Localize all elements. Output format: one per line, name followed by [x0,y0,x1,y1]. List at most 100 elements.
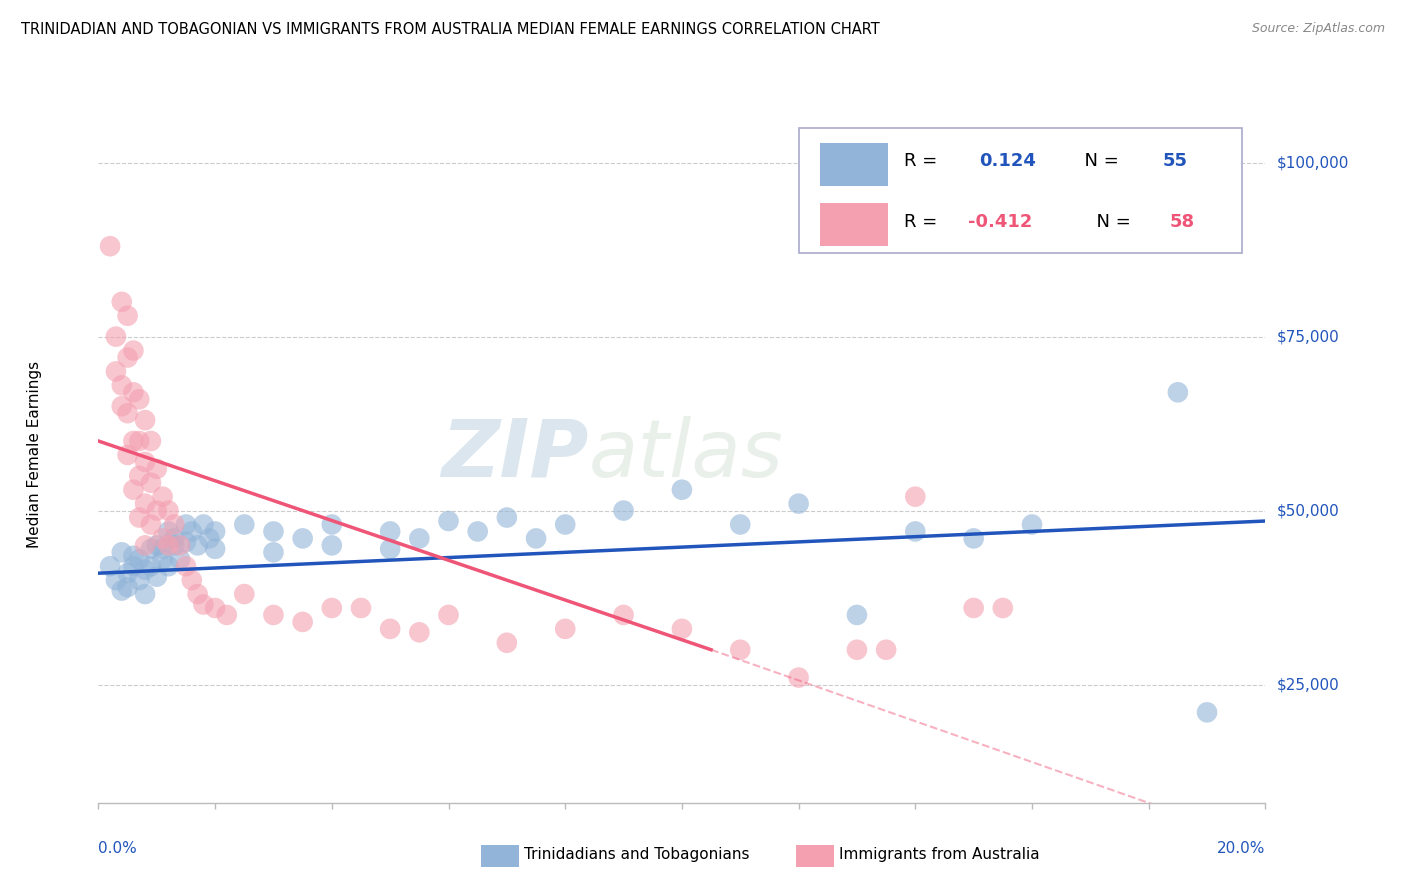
Point [122,483,145,497]
Point [134,563,156,577]
Point [152,490,174,504]
Point [122,559,145,574]
Point [845,607,868,622]
Point [174,534,197,549]
Point [139,517,162,532]
Point [146,503,169,517]
Text: atlas: atlas [589,416,783,494]
Point [408,625,430,640]
Point [111,378,134,392]
Point [98,559,121,574]
Point [612,607,634,622]
Point [128,510,150,524]
Point [321,538,343,552]
Point [128,468,150,483]
Point [117,580,139,594]
Point [111,583,134,598]
Point [193,517,215,532]
Point [134,538,156,552]
Point [671,622,693,636]
Point [174,517,197,532]
Text: R =: R = [904,153,942,170]
FancyBboxPatch shape [820,143,889,186]
Point [321,517,343,532]
Point [215,607,238,622]
Text: ZIP: ZIP [441,416,589,494]
Point [117,448,139,462]
Point [1021,517,1043,532]
Point [437,607,460,622]
Point [187,587,209,601]
Point [157,538,180,552]
Point [152,552,174,566]
Point [157,559,180,574]
Text: -0.412: -0.412 [967,213,1032,231]
Text: Median Female Earnings: Median Female Earnings [27,361,42,549]
Point [378,541,402,556]
Point [180,524,202,539]
Text: Immigrants from Australia: Immigrants from Australia [839,847,1040,863]
Point [128,434,150,448]
Point [157,524,180,539]
Point [146,538,169,552]
Point [117,309,139,323]
Point [104,364,127,378]
Point [157,503,180,517]
Text: Source: ZipAtlas.com: Source: ZipAtlas.com [1251,22,1385,36]
Text: 0.0%: 0.0% [98,841,138,856]
Text: N =: N = [1073,153,1125,170]
Point [104,329,127,343]
Point [128,552,150,566]
Point [1167,385,1189,400]
Point [262,524,284,539]
Point [117,351,139,365]
Point [163,517,186,532]
Point [98,239,121,253]
Text: 0.124: 0.124 [980,153,1036,170]
Point [134,455,156,469]
Point [174,559,197,574]
Point [437,514,460,528]
Point [146,462,169,476]
Text: TRINIDADIAN AND TOBAGONIAN VS IMMIGRANTS FROM AUSTRALIA MEDIAN FEMALE EARNINGS C: TRINIDADIAN AND TOBAGONIAN VS IMMIGRANTS… [21,22,880,37]
Point [204,524,226,539]
Point [152,541,174,556]
FancyBboxPatch shape [820,203,889,246]
Point [495,510,517,524]
Point [350,601,373,615]
Point [128,573,150,587]
Point [291,615,314,629]
Point [139,475,162,490]
Text: $25,000: $25,000 [1277,677,1340,692]
Point [117,566,139,581]
Text: N =: N = [1084,213,1136,231]
Point [204,601,226,615]
Point [122,343,145,358]
Point [262,545,284,559]
Point [875,642,897,657]
Point [204,541,226,556]
Text: 55: 55 [1163,153,1188,170]
Text: $100,000: $100,000 [1277,155,1348,170]
Point [122,385,145,400]
Point [321,601,343,615]
Point [671,483,693,497]
Point [962,601,984,615]
FancyBboxPatch shape [796,845,834,867]
Point [728,517,751,532]
Point [524,532,547,546]
Point [262,607,284,622]
Point [122,549,145,563]
FancyBboxPatch shape [799,128,1241,253]
Point [1195,706,1218,720]
Point [128,392,150,407]
Text: 58: 58 [1170,213,1195,231]
Point [187,538,209,552]
Point [111,399,134,413]
Point [193,598,215,612]
Point [134,413,156,427]
Point [111,545,134,559]
Point [180,573,202,587]
Text: $75,000: $75,000 [1277,329,1340,344]
Point [146,570,169,584]
